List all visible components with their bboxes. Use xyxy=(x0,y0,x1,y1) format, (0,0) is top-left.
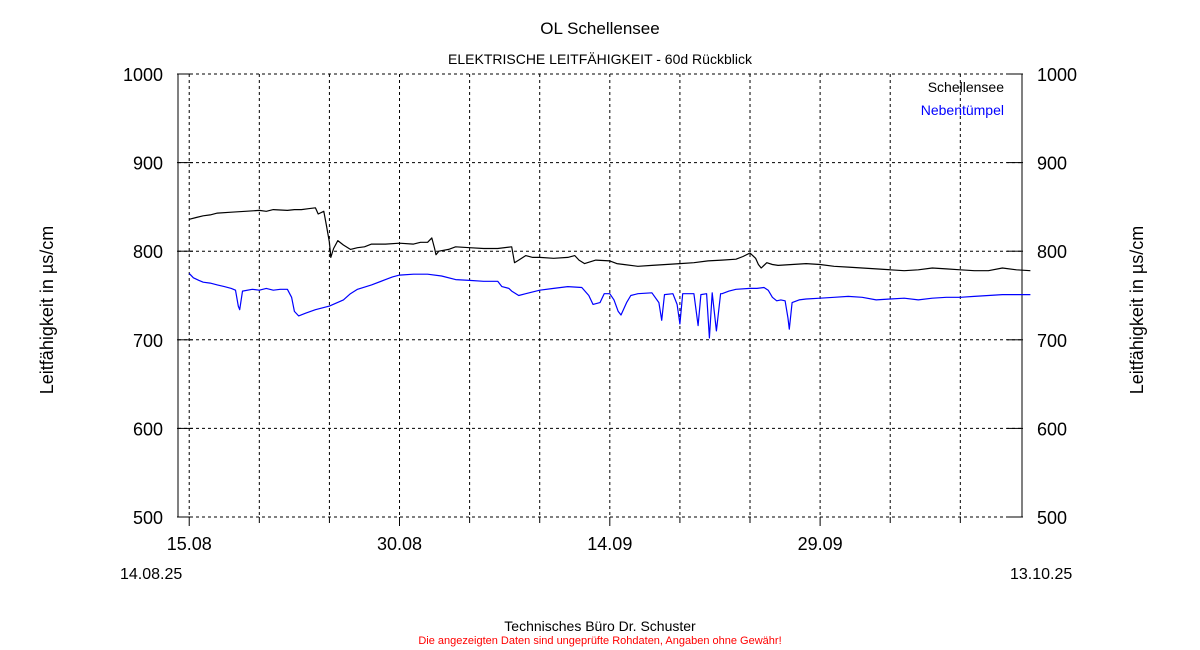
footer-credit: Technisches Büro Dr. Schuster xyxy=(504,618,696,634)
grid xyxy=(178,73,1023,518)
x-tick-label: 30.08 xyxy=(377,534,422,554)
y-tick-label-left: 800 xyxy=(133,242,163,262)
y-axis-title-left: Leitfähigkeit in µs/cm xyxy=(37,226,57,394)
x-tick-label: 14.09 xyxy=(587,534,632,554)
y-tick-label-left: 1000 xyxy=(123,65,163,85)
x-tick-label: 29.09 xyxy=(798,534,843,554)
series-line-nebentümpel xyxy=(188,272,1031,339)
y-tick-label-left: 900 xyxy=(133,154,163,174)
series-line-schellensee xyxy=(189,207,1031,272)
legend: Schellensee Nebentümpel xyxy=(921,79,1004,118)
chart-subtitle: ELEKTRISCHE LEITFÄHIGKEIT - 60d Rückblic… xyxy=(448,51,752,67)
y-tick-label-left: 700 xyxy=(133,331,163,351)
date-range-end: 13.10.25 xyxy=(1010,566,1073,583)
footer-disclaimer: Die angezeigten Daten sind ungeprüfte Ro… xyxy=(418,635,782,647)
date-range-start: 14.08.25 xyxy=(120,566,183,583)
y-tick-label-right: 700 xyxy=(1037,331,1067,351)
chart-title: OL Schellensee xyxy=(540,19,660,38)
axes: 500 500 600 600 700 700 800 800 900 900 1000 1000 15… xyxy=(123,65,1077,554)
y-tick-label-right: 1000 xyxy=(1037,65,1077,85)
y-tick-label-left: 500 xyxy=(133,508,163,528)
legend-entry: Schellensee xyxy=(928,79,1004,95)
y-tick-label-right: 800 xyxy=(1037,242,1067,262)
y-tick-label-left: 600 xyxy=(133,419,163,439)
y-axis-title-right: Leitfähigkeit in µs/cm xyxy=(1127,226,1147,394)
y-tick-label-right: 900 xyxy=(1037,154,1067,174)
y-tick-label-right: 500 xyxy=(1037,508,1067,528)
y-tick-label-right: 600 xyxy=(1037,419,1067,439)
x-tick-label: 15.08 xyxy=(167,534,212,554)
series xyxy=(188,207,1031,339)
legend-entry: Nebentümpel xyxy=(921,102,1004,118)
